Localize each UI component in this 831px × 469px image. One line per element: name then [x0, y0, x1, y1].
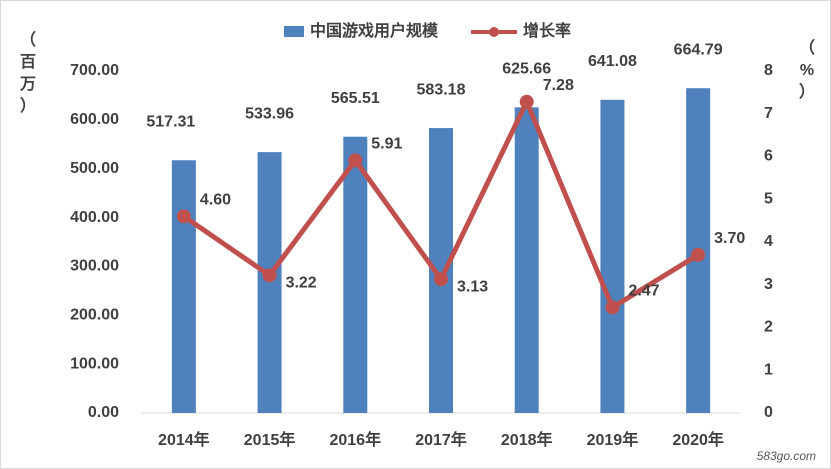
y-left-tick-label: 400.00 [70, 209, 119, 226]
line-data-label: 7.28 [543, 77, 574, 94]
line-data-label: 3.13 [457, 278, 488, 295]
bar-data-label: 625.66 [502, 61, 551, 78]
growth-rate-point [691, 247, 706, 262]
x-tick-label: 2017年 [415, 430, 467, 449]
line-data-label: 2.47 [628, 283, 659, 300]
x-tick-label: 2018年 [501, 430, 553, 449]
y-left-tick-label: 500.00 [70, 160, 119, 177]
bar-data-label: 565.51 [331, 90, 380, 107]
growth-rate-point [605, 300, 620, 315]
growth-rate-point [434, 272, 448, 287]
x-tick-label: 2015年 [244, 430, 296, 449]
bar-data-label: 583.18 [417, 81, 466, 98]
y-left-tick-label: 600.00 [70, 111, 119, 128]
y-right-axis-title: （%） [799, 39, 815, 101]
y-right-tick-label: 8 [764, 62, 773, 79]
y-right-tick-label: 4 [764, 233, 773, 250]
y-right-tick-label: 6 [764, 148, 773, 165]
bar [600, 99, 625, 414]
legend-line-marker [489, 27, 499, 37]
bar-data-label: 533.96 [245, 105, 294, 122]
line-data-label: 3.70 [714, 230, 745, 247]
y-left-tick-label: 0.00 [88, 404, 119, 421]
y-right-tick-label: 2 [764, 319, 773, 336]
y-right-tick-label: 3 [764, 276, 773, 293]
growth-rate-point [176, 209, 191, 224]
x-tick-label: 2020年 [672, 430, 724, 449]
line-data-label: 3.22 [286, 275, 317, 292]
legend-bar-label: 中国游戏用户规模 [310, 21, 439, 40]
growth-rate-point [348, 153, 363, 168]
legend-bar-swatch [284, 26, 304, 37]
y-left-tick-label: 100.00 [70, 355, 119, 372]
y-right-tick-label: 1 [764, 361, 773, 378]
y-right-tick-label: 5 [764, 190, 773, 207]
bar-data-label: 517.31 [146, 113, 195, 130]
bar [171, 160, 196, 413]
bar-data-label: 641.08 [588, 53, 637, 70]
x-tick-label: 2019年 [587, 430, 639, 449]
bar-data-label: 664.79 [674, 41, 723, 58]
y-left-tick-label: 300.00 [70, 258, 119, 275]
x-tick-label: 2016年 [329, 430, 381, 449]
growth-rate-point [262, 268, 277, 283]
watermark-text: 583go.com [757, 449, 816, 463]
bar [343, 136, 368, 413]
bar [257, 152, 282, 413]
y-right-tick-label: 0 [764, 404, 773, 421]
y-right-tick-label: 7 [764, 105, 773, 122]
line-data-label: 5.91 [371, 136, 402, 153]
y-left-axis-title: （百万） [19, 31, 36, 115]
y-left-tick-label: 700.00 [70, 62, 119, 79]
legend-line-label: 增长率 [523, 21, 571, 40]
bar [514, 107, 539, 413]
x-tick-label: 2014年 [158, 430, 210, 449]
growth-rate-point [519, 94, 534, 109]
y-left-tick-label: 200.00 [70, 307, 119, 324]
line-data-label: 4.60 [200, 192, 231, 209]
